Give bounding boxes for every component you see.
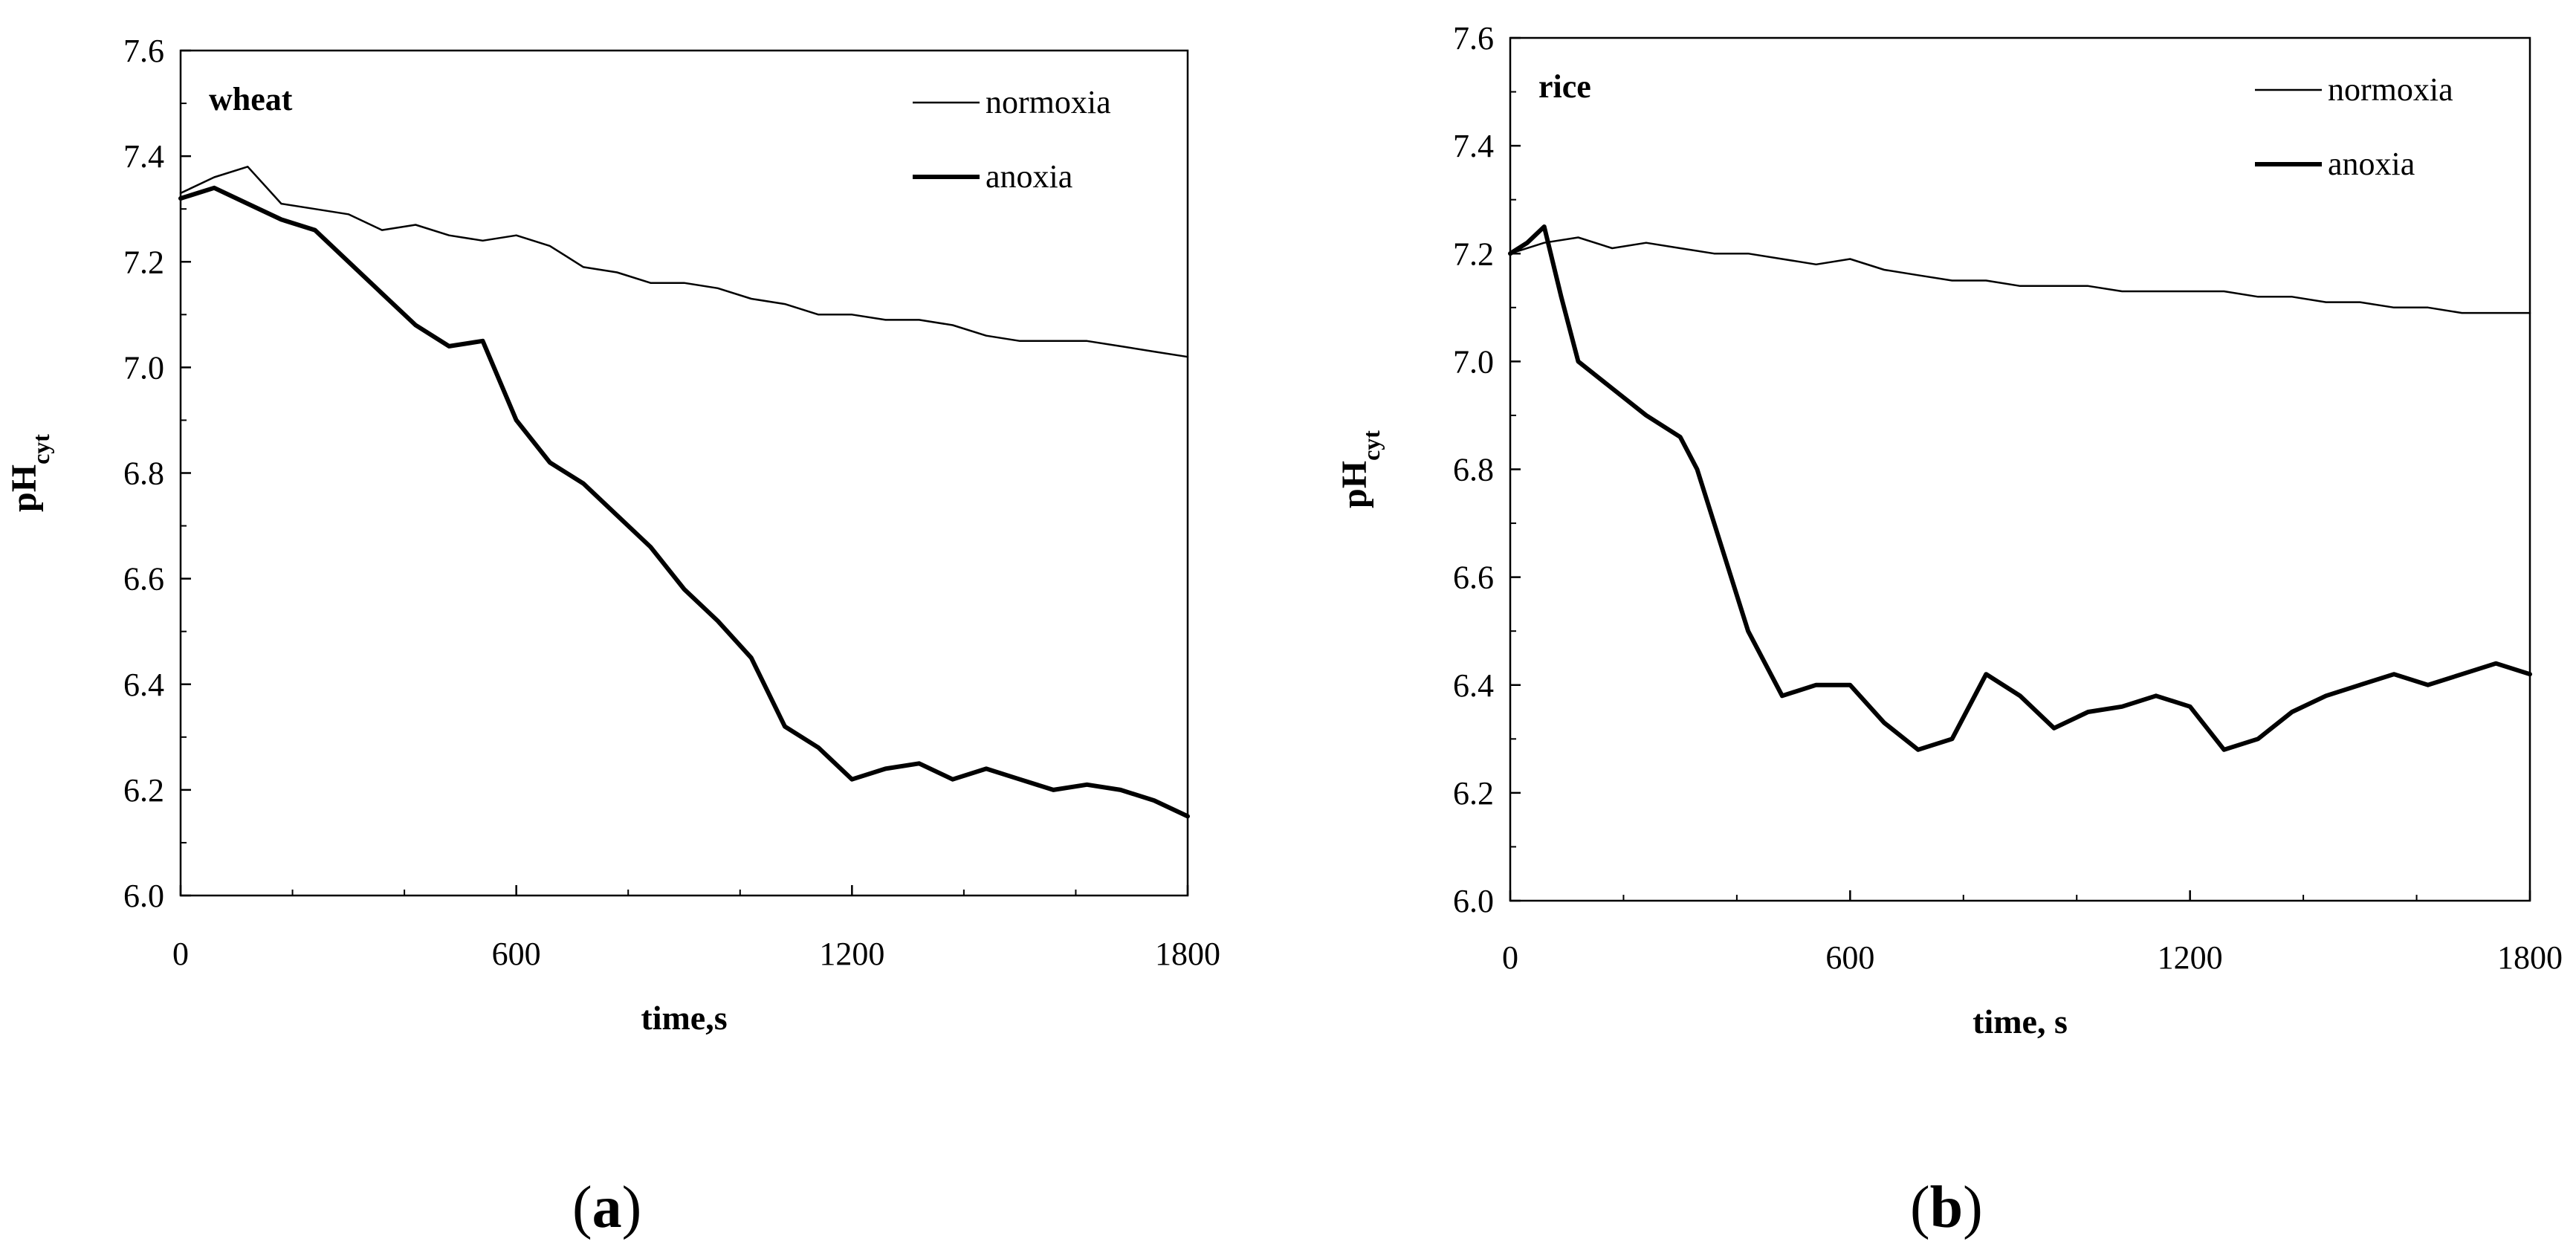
y-tick-label: 6.4 [1453,667,1494,704]
y-tick-label: 7.2 [1453,236,1494,272]
panel-label-a-letter: a [592,1175,622,1240]
y-tick-label: 7.0 [123,349,164,386]
y-tick-label: 6.8 [123,456,164,492]
x-axis-label: time, s [1973,1003,2068,1040]
y-tick-label: 7.0 [1453,343,1494,380]
panel-label-a-close: ) [621,1175,642,1240]
y-tick-label: 7.2 [123,244,164,280]
y-axis-label: pHcyt [1335,430,1385,508]
panel-label-a: (a) [572,1174,641,1242]
series-line-anoxia [1508,224,2532,752]
y-tick-label: 6.4 [123,667,164,703]
y-tick-label: 7.6 [1453,20,1494,56]
x-tick-label: 1200 [2158,939,2223,976]
panel-label-b-open: ( [1910,1175,1930,1240]
chart-panel-a: 6.0 6.2 6.4 6.6 6.8 7.0 7.2 7.4 7.6 0 600 1200 1800 t… [4,33,1220,1037]
x-axis-label: time,s [641,999,727,1037]
chart-panel-b: 6.0 6.2 6.4 6.6 6.8 7.0 7.2 7.4 7.6 0 600 1200 1800 t… [1335,20,2563,1040]
y-tick-label: 6.6 [123,561,164,598]
x-tick-label: 1800 [2497,939,2563,976]
series-line-normoxia [179,166,1189,358]
chart-title: wheat [209,81,293,117]
series-line-anoxia [178,185,1190,819]
panel-label-b-letter: b [1929,1175,1964,1240]
y-tick-label: 7.4 [123,138,164,175]
y-tick-label: 6.0 [123,878,164,914]
x-tick-label: 600 [1825,939,1874,976]
x-tick-label: 1800 [1155,936,1220,972]
legend-label-anoxia: anoxia [986,158,1072,195]
panel-label-a-open: ( [572,1175,592,1240]
x-tick-label: 600 [492,936,541,972]
y-tick-label: 6.2 [123,772,164,809]
y-axis-label: pHcyt [4,434,54,512]
x-tick-label: 0 [1502,939,1518,976]
y-tick-label: 7.6 [123,33,164,69]
legend-label-normoxia: normoxia [2328,71,2453,108]
x-tick-label: 0 [172,936,189,972]
legend-label-anoxia: anoxia [2328,146,2415,182]
y-tick-label: 6.0 [1453,883,1494,919]
chart-title: rice [1538,68,1591,105]
legend-label-normoxia: normoxia [986,84,1111,120]
y-tick-label: 6.8 [1453,452,1494,488]
series-line-normoxia [1509,236,2531,314]
panel-label-b-close: ) [1963,1175,1983,1240]
x-tick-label: 1200 [819,936,884,972]
y-tick-label: 6.2 [1453,775,1494,812]
y-tick-label: 7.4 [1453,128,1494,164]
panel-label-b: (b) [1910,1174,1983,1242]
y-tick-label: 6.6 [1453,560,1494,596]
